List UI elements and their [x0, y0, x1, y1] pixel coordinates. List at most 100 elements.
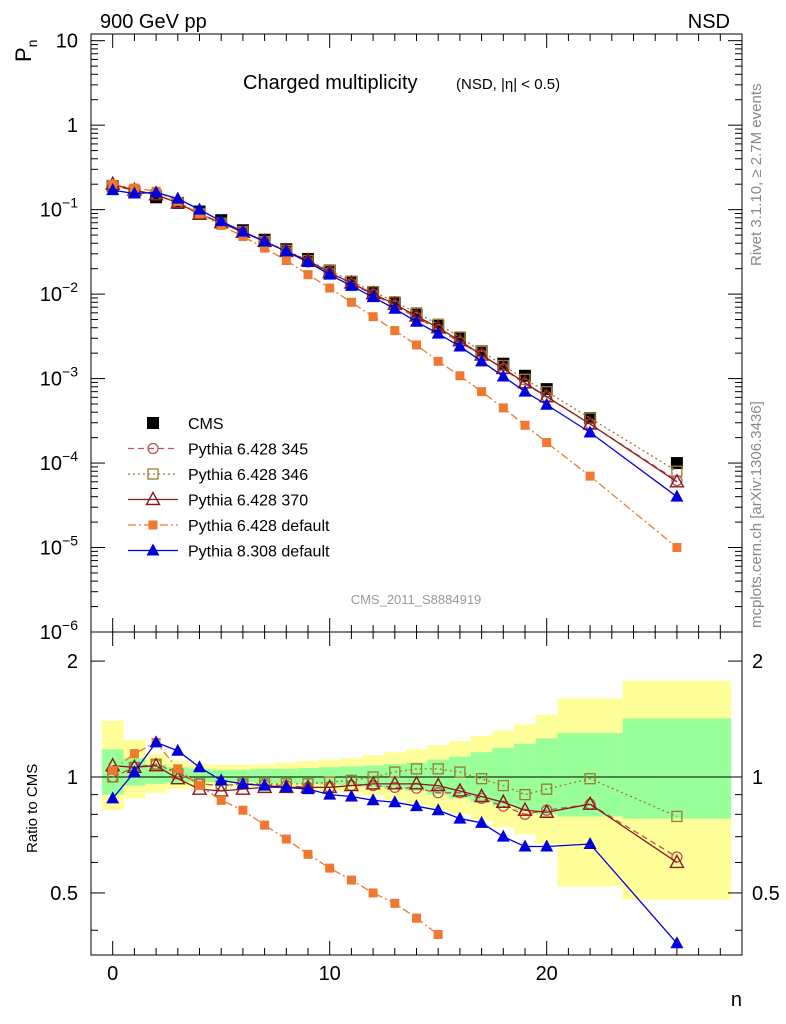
ratio-pythia-6-428-default-point	[433, 929, 443, 939]
x-tick-label: 20	[536, 963, 558, 985]
main-pythia-8-308-default-point	[193, 202, 206, 215]
main-pythia-6-428-default-point	[368, 312, 378, 322]
main-pythia-6-428-346-point	[584, 412, 596, 424]
main-pythia-8-308-default-point	[388, 301, 402, 314]
ratio-pythia-6-428-default-point	[368, 888, 378, 898]
main-pythia-8-308-default-point	[344, 278, 358, 291]
ratio-pythia-6-428-370-point	[539, 803, 555, 818]
main-pythia-6-428-default-point	[325, 283, 335, 293]
main-pythia-8-308-default-point	[518, 384, 532, 397]
ratio-pythia-6-428-345-point	[432, 787, 444, 799]
ratio-pythia-6-428-default-point	[173, 764, 183, 774]
ratio-pythia-6-428-346-point	[584, 773, 596, 785]
ratio-pythia-6-428-346-point	[432, 763, 444, 775]
ratio-pythia-8-308-default-point	[323, 787, 337, 800]
ratio-pythia-6-428-346-point	[454, 766, 466, 778]
main-y-tick-base: 10	[40, 622, 62, 644]
main-y-tick-base: 10	[40, 538, 62, 560]
ratio-pythia-8-308-default-point	[496, 829, 510, 842]
ratio-pythia-6-428-default-point	[325, 863, 335, 873]
main-pythia-8-308-default-point	[279, 244, 293, 257]
ratio-pythia-6-428-default-point	[412, 913, 421, 923]
legend-marker	[147, 468, 159, 480]
ratio-pythia-6-428-346-point	[475, 773, 488, 785]
ratio-pythia-6-428-370-point	[495, 793, 511, 808]
main-pythia-8-308-default-point	[431, 326, 445, 339]
main-y-axis-symbol: P	[11, 47, 36, 62]
legend-label: CMS	[188, 416, 224, 433]
ratio-pythia-8-308-default-point	[106, 791, 120, 804]
ratio-pythia-6-428-346-point	[541, 783, 553, 795]
ratio-pythia-6-428-345-point	[497, 800, 509, 812]
ratio-pythia-6-428-default-point	[238, 805, 248, 815]
ratio-pythia-8-308-default-point	[518, 839, 532, 852]
x-tick-label: 0	[107, 963, 118, 985]
main-pythia-8-308-default-point	[214, 214, 228, 227]
main-y-tick-exponent: −2	[62, 279, 78, 295]
main-y-tick-base: 10	[56, 31, 78, 53]
main-pythia-8-308-default-point	[475, 354, 489, 367]
ratio-pythia-8-308-default-point	[171, 743, 185, 756]
main-y-tick-label: 10−3	[40, 364, 78, 391]
stat-uncertainty-band	[622, 718, 732, 819]
legend-entry-pythia-6-428-default: Pythia 6.428 default	[128, 518, 330, 535]
ratio-y-tick-label-right: 2	[752, 651, 763, 673]
legend-marker	[145, 491, 161, 506]
legend: CMS Pythia 6.428 345 Pythia 6.428 346 Pythi…	[128, 416, 330, 561]
ratio-pythia-8-308-default-point	[279, 780, 293, 793]
main-pythia-8-308-default-point	[410, 314, 423, 327]
ratio-pythia-8-308-default-point	[301, 782, 315, 795]
ratio-pythia-6-428-default-point	[281, 834, 291, 844]
main-pythia-6-428-default-point	[260, 243, 270, 253]
main-pythia-8-308-default-point	[106, 183, 120, 196]
legend-entry-pythia-6-428-370: Pythia 6.428 370	[128, 491, 308, 510]
main-pythia-8-308-default-point	[236, 224, 250, 237]
ratio-pythia-6-428-346-point	[497, 779, 509, 792]
ratio-pythia-6-428-default-point	[195, 781, 204, 791]
ratio-pythia-8-308-default-point	[366, 793, 380, 806]
legend-label: Pythia 6.428 346	[188, 467, 308, 484]
main-pythia-8-308-default-point	[127, 186, 141, 199]
ratio-pythia-6-428-default-point	[108, 765, 118, 775]
main-pythia-6-428-default-point	[346, 297, 356, 307]
ratio-pythia-6-428-346-point	[367, 771, 379, 783]
ratio-pythia-6-428-default-line	[112, 741, 439, 936]
ratio-plot-panel: 0 10 20 2 2 1 1 0.5 0.5 Ratio to CMS n	[24, 631, 780, 1011]
main-pythia-8-308-default-series	[106, 183, 684, 502]
main-y-axis-label: Pn	[11, 40, 40, 62]
main-pythia-6-428-346-line	[112, 185, 678, 472]
ratio-pythia-8-308-default-point	[431, 803, 445, 816]
ratio-pythia-8-308-default-point	[453, 811, 467, 824]
main-y-tick-label: 10−2	[40, 279, 78, 306]
main-y-tick-label: 10−6	[40, 617, 78, 644]
main-y-tick-exponent: −4	[62, 448, 78, 464]
main-pythia-8-308-default-point	[453, 339, 467, 352]
ratio-pythia-8-308-default-series	[106, 735, 684, 949]
main-pythia-6-428-default-point	[303, 270, 313, 280]
ratio-y-tick-label: 2	[67, 651, 78, 673]
ratio-pythia-8-308-default-point	[193, 760, 206, 773]
ratio-pythia-6-428-370-point	[582, 795, 598, 810]
main-y-tick-label: 10−5	[40, 533, 78, 560]
main-pythia-8-308-default-point	[366, 290, 380, 303]
main-pythia-8-308-default-point	[258, 234, 272, 247]
ratio-pythia-8-308-default-point	[475, 815, 489, 828]
ratio-pythia-6-428-default-point	[303, 849, 313, 859]
main-pythia-6-428-default-point	[542, 438, 552, 448]
ratio-pythia-8-308-default-point	[388, 795, 402, 808]
ratio-y-axis-label: Ratio to CMS	[24, 764, 41, 853]
stat-uncertainty-band	[557, 733, 623, 817]
rivet-label: Rivet 3.1.10, ≥ 2.7M events	[748, 84, 765, 267]
main-y-tick-base: 1	[67, 115, 78, 137]
ratio-pythia-6-428-default-point	[260, 820, 270, 830]
ratio-y-tick-label-right: 0.5	[752, 883, 780, 905]
legend-entry-pythia-6-428-346: Pythia 6.428 346	[128, 467, 308, 484]
main-y-tick-exponent: −1	[62, 195, 78, 211]
main-y-tick-base: 10	[40, 200, 62, 222]
main-y-tick-label: 10	[56, 31, 78, 53]
legend-marker	[148, 520, 158, 530]
ratio-pythia-8-308-default-point	[127, 765, 141, 778]
x-axis-label: n	[731, 989, 742, 1011]
